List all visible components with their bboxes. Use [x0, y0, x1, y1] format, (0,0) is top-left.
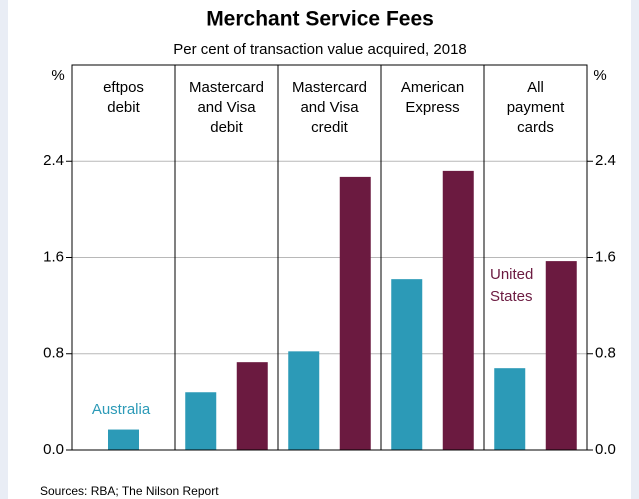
category-label: eftpos debit: [103, 79, 144, 116]
bar: [339, 176, 371, 450]
y-tick-label-right: 0.8: [595, 345, 616, 362]
chart-title: Merchant Service Fees: [206, 8, 434, 31]
y-unit-left: %: [51, 67, 64, 84]
plot-frame: [71, 64, 588, 451]
y-tick-label-right: 2.4: [595, 152, 616, 169]
y-tick-label-left: 0.8: [43, 345, 64, 362]
y-tick-label-right: 1.6: [595, 248, 616, 265]
series-label: United States: [490, 266, 533, 305]
category-label: All payment cards: [507, 79, 565, 136]
bar: [391, 279, 423, 450]
bar: [494, 368, 526, 450]
series-label: Australia: [92, 401, 151, 418]
y-unit-right: %: [593, 67, 606, 84]
bar: [545, 261, 577, 450]
footnote: Sources: RBA; The Nilson Report: [40, 484, 219, 498]
category-label: Mastercard and Visa debit: [189, 79, 264, 136]
chart-subtitle: Per cent of transaction value acquired, …: [173, 41, 467, 58]
y-tick-label-left: 1.6: [43, 248, 64, 265]
bar: [442, 170, 474, 450]
category-label: American Express: [401, 79, 464, 116]
y-tick-label-left: 0.0: [43, 441, 64, 458]
bar: [108, 429, 139, 450]
y-tick-label-left: 2.4: [43, 152, 64, 169]
bar: [236, 362, 268, 450]
chart-background: [8, 0, 631, 499]
category-label: Mastercard and Visa credit: [292, 79, 367, 136]
y-tick-label-right: 0.0: [595, 441, 616, 458]
bar: [288, 351, 320, 450]
bar: [185, 392, 217, 450]
